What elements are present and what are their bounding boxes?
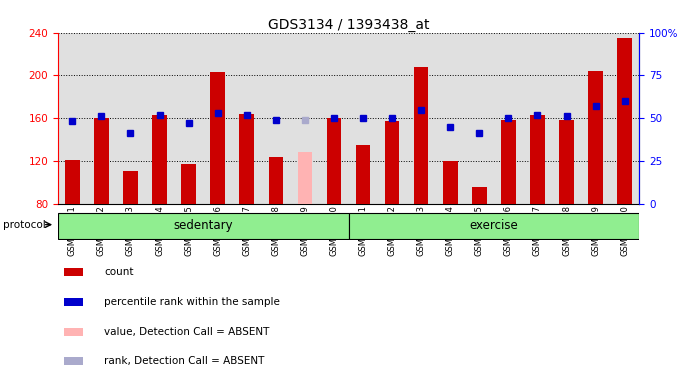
- Bar: [152, 115, 167, 204]
- Bar: [501, 120, 515, 204]
- Bar: [210, 72, 225, 204]
- Bar: [298, 152, 312, 204]
- Bar: [617, 38, 632, 204]
- Bar: [182, 164, 196, 204]
- Bar: [58, 213, 348, 238]
- Bar: [326, 118, 341, 204]
- Bar: [65, 160, 80, 204]
- Bar: [443, 161, 458, 204]
- Text: rank, Detection Call = ABSENT: rank, Detection Call = ABSENT: [104, 356, 265, 366]
- Bar: [64, 298, 83, 306]
- Bar: [123, 172, 138, 204]
- Bar: [64, 268, 83, 276]
- Bar: [530, 115, 545, 204]
- Bar: [559, 120, 574, 204]
- Bar: [94, 118, 109, 204]
- Bar: [348, 213, 639, 238]
- Bar: [239, 114, 254, 204]
- Bar: [356, 145, 371, 204]
- Bar: [472, 187, 487, 204]
- Bar: [269, 157, 283, 204]
- Text: percentile rank within the sample: percentile rank within the sample: [104, 297, 280, 307]
- Text: sedentary: sedentary: [173, 218, 233, 232]
- Text: value, Detection Call = ABSENT: value, Detection Call = ABSENT: [104, 327, 269, 337]
- Text: count: count: [104, 267, 133, 277]
- Bar: [414, 67, 428, 204]
- Bar: [64, 357, 83, 364]
- Text: protocol: protocol: [3, 220, 46, 230]
- Bar: [588, 71, 603, 204]
- Title: GDS3134 / 1393438_at: GDS3134 / 1393438_at: [268, 18, 429, 31]
- Bar: [385, 121, 399, 204]
- Bar: [64, 328, 83, 336]
- Text: exercise: exercise: [469, 218, 518, 232]
